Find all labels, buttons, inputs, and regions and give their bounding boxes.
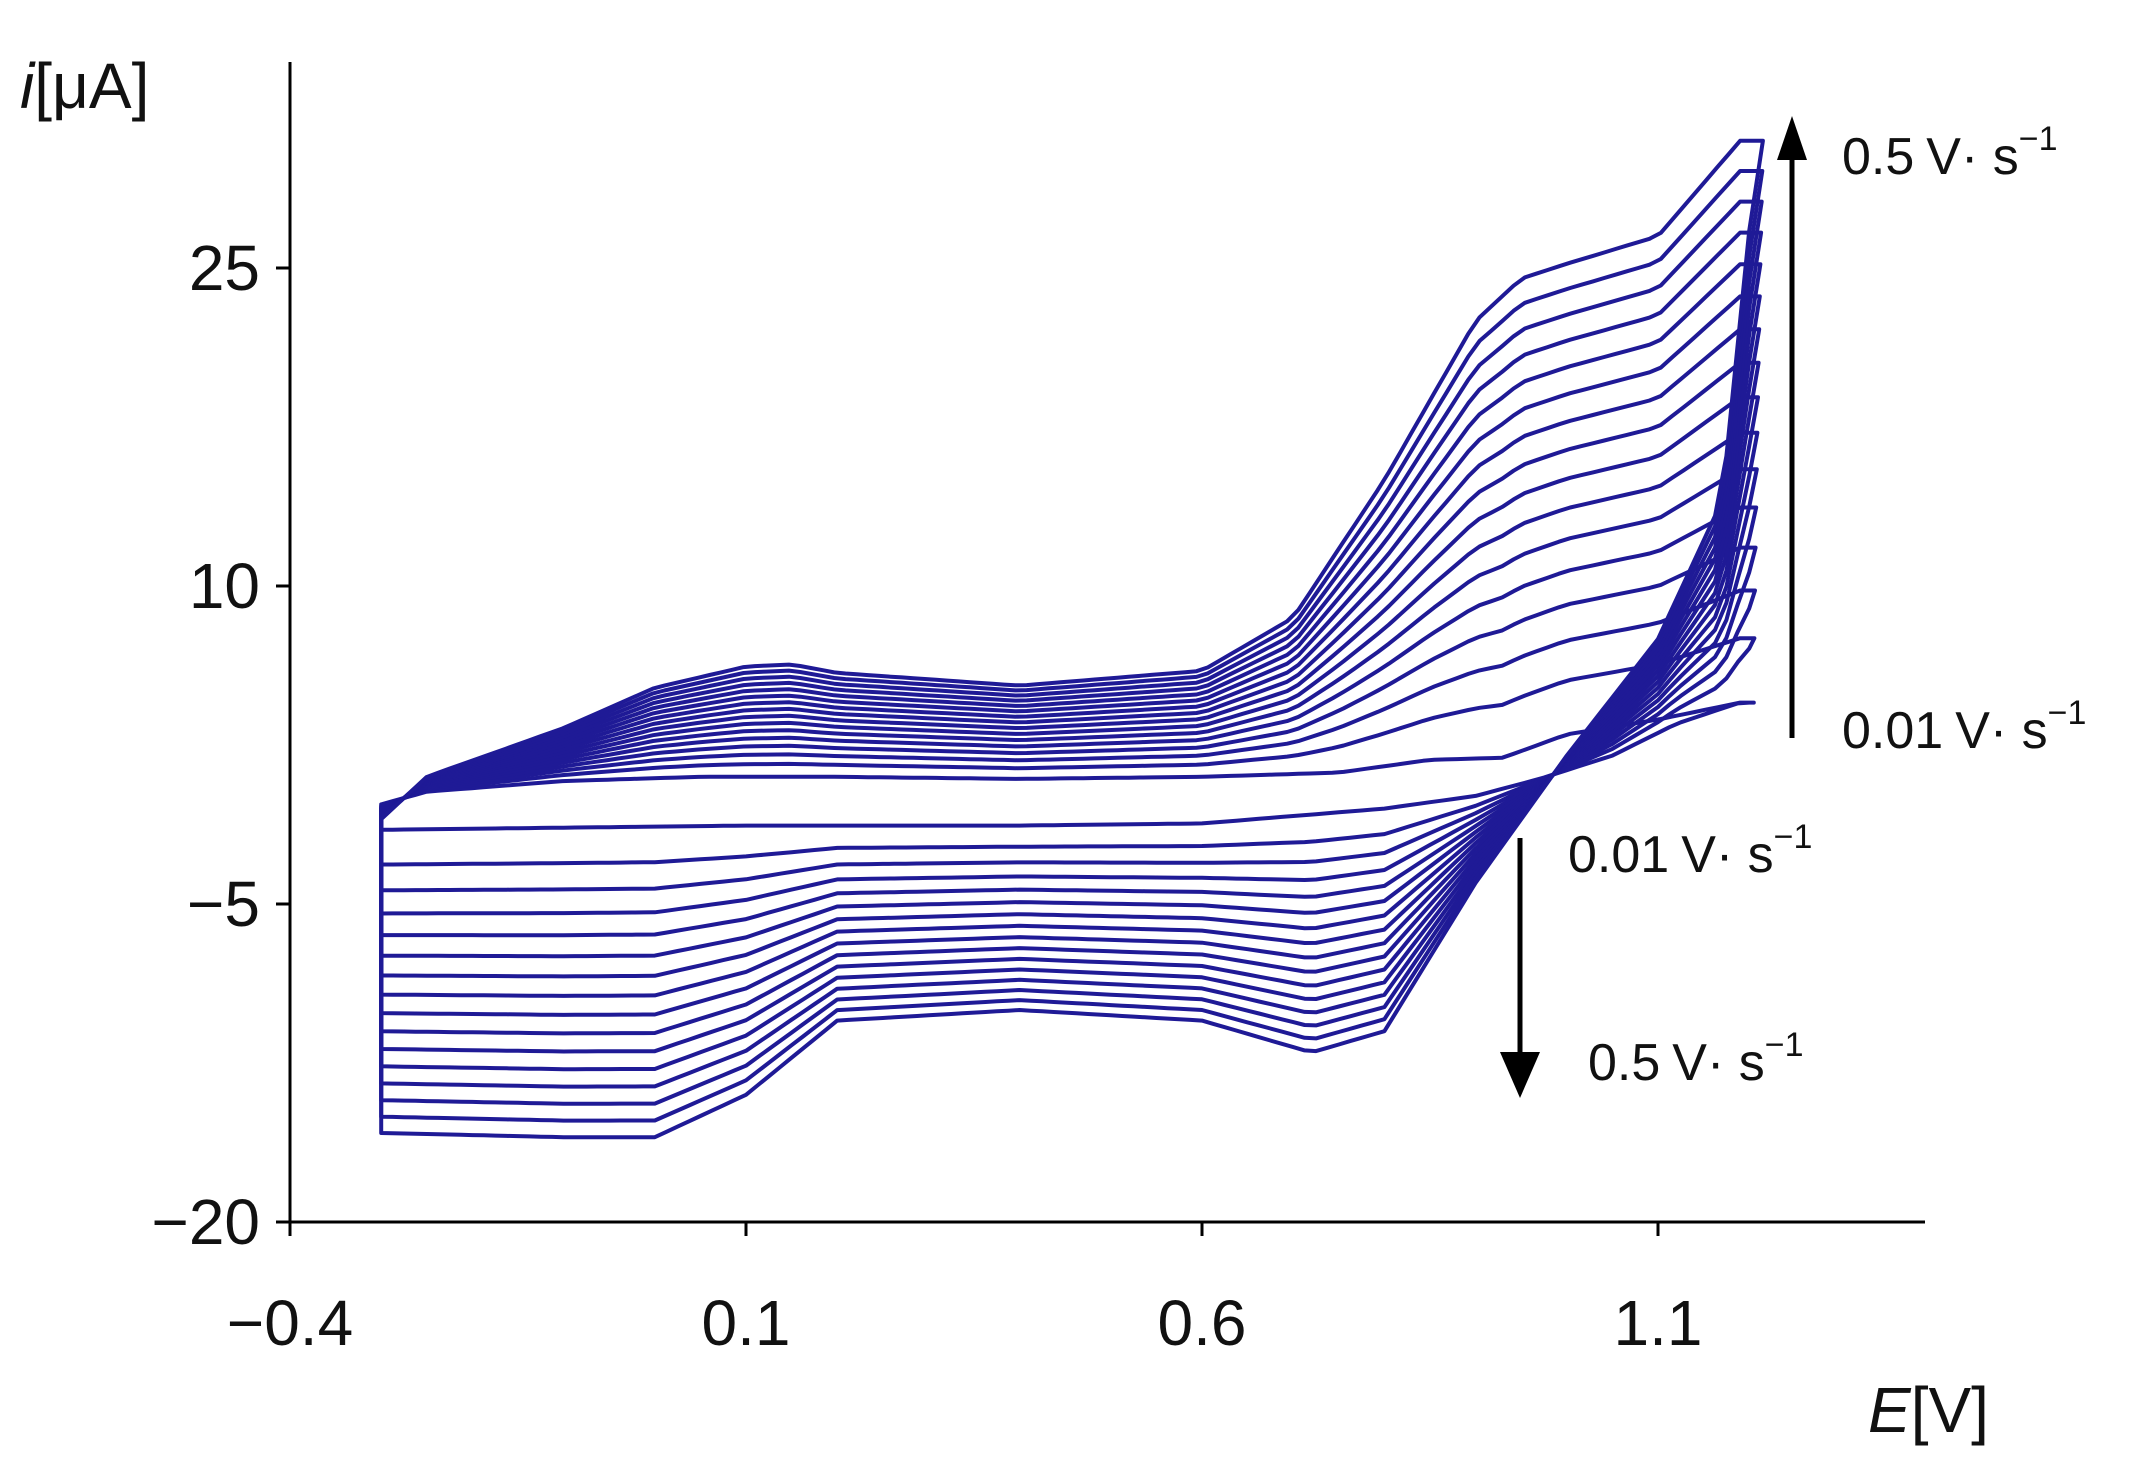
annotation-cathodic-high-unit: V· s	[1672, 1034, 1764, 1092]
y-axis-unit: [μA]	[34, 50, 149, 122]
axis-ticks	[276, 266, 1660, 1236]
cv-curve	[379, 467, 1759, 959]
cv-curve	[379, 505, 1759, 938]
cv-curve	[379, 430, 1760, 979]
cv-curve	[379, 230, 1764, 1089]
down-arrow-head	[1500, 1052, 1540, 1098]
up-arrow-head	[1777, 116, 1807, 160]
annotation-cathodic-high-value: 0.5	[1588, 1034, 1660, 1092]
x-tick-label: 1.1	[1614, 1287, 1703, 1359]
cv-curve	[379, 169, 1765, 1123]
x-tick-label: 0.1	[702, 1287, 791, 1359]
cv-curve	[379, 636, 1757, 867]
y-tick-label: −20	[151, 1186, 260, 1258]
cv-curve	[379, 700, 1756, 832]
annotation-anodic-low: 0.01 V· s−1	[1842, 694, 2086, 760]
cv-curve	[379, 395, 1760, 998]
y-tick-label: −5	[187, 868, 260, 940]
axis-tick-labels: −0.4 0.1 0.6 1.1 −20 −5 10 25	[151, 232, 1702, 1359]
annotation-anodic-high-unit: V· s	[1926, 128, 2018, 186]
annotation-cathodic-low-value: 0.01	[1568, 826, 1669, 884]
y-tick-label: 10	[189, 550, 260, 622]
cv-curves	[379, 138, 1765, 1140]
cv-curve	[379, 545, 1758, 916]
annotation-cathodic-high-exponent: −1	[1765, 1026, 1804, 1064]
cv-curve	[379, 138, 1765, 1140]
y-axis-symbol: i	[20, 50, 36, 122]
y-tick-label: 25	[189, 232, 260, 304]
x-axis-symbol: E	[1868, 1374, 1912, 1446]
annotation-anodic-high-value: 0.5	[1842, 128, 1914, 186]
cv-curve	[379, 588, 1757, 893]
annotation-anodic-high-exponent: −1	[2019, 120, 2058, 158]
annotation-anodic-high: 0.5 V· s−1	[1842, 120, 2058, 186]
x-tick-label: −0.4	[227, 1287, 353, 1359]
annotation-anodic-low-exponent: −1	[2048, 694, 2087, 732]
annotation-anodic-low-value: 0.01	[1842, 702, 1943, 760]
x-axis-unit: [V]	[1911, 1374, 1989, 1446]
annotation-anodic-low-unit: V· s	[1955, 702, 2047, 760]
annotation-cathodic-low-unit: V· s	[1681, 826, 1773, 884]
annotation-cathodic-high: 0.5 V· s−1	[1588, 1026, 1804, 1092]
cv-curve	[379, 327, 1762, 1036]
y-axis-title: i[μA]	[20, 50, 149, 122]
cv-curve	[379, 199, 1764, 1106]
x-tick-label: 0.6	[1158, 1287, 1247, 1359]
annotation-cathodic-low: 0.01 V· s−1	[1568, 818, 1812, 884]
cv-curve	[379, 294, 1762, 1054]
cv-curve	[379, 360, 1761, 1017]
x-axis-title: E[V]	[1868, 1374, 1989, 1446]
annotation-cathodic-low-exponent: −1	[1774, 818, 1813, 856]
cv-curve	[379, 262, 1763, 1072]
